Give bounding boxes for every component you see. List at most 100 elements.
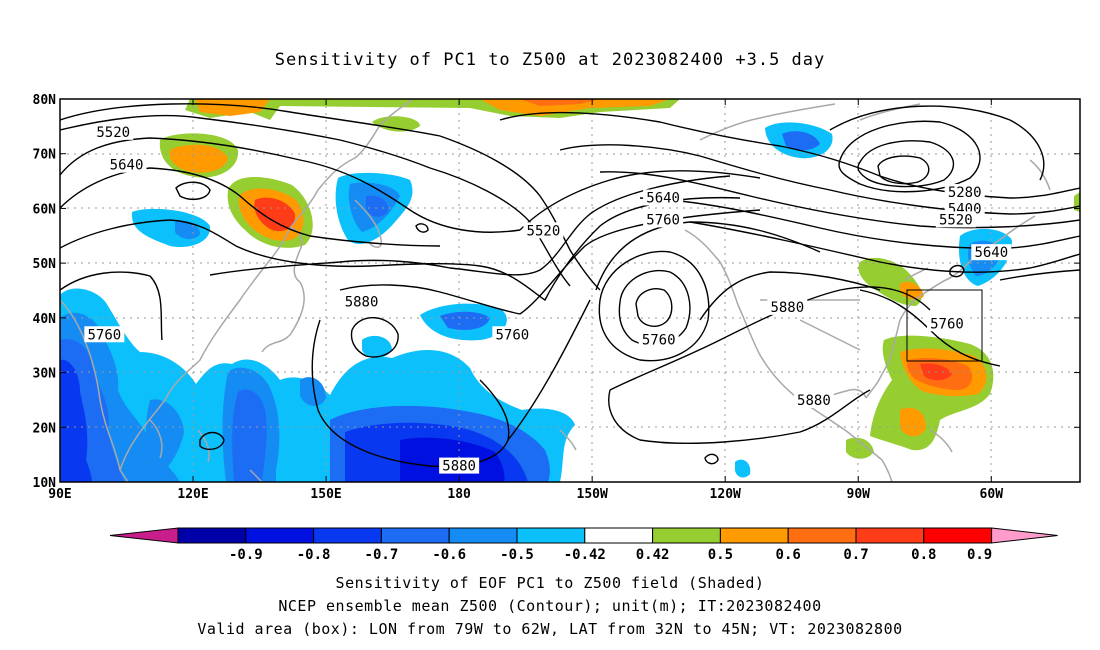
positive-sensitivity-area: [520, 99, 600, 106]
contour-label-bg: [341, 293, 382, 310]
lat-tick-label: 80N: [33, 93, 57, 108]
positive-sensitivity-area: [254, 197, 296, 232]
map-title: Sensitivity of PC1 to Z500 at 2023082400…: [274, 50, 826, 70]
lon-tick-label: 180: [447, 487, 471, 502]
map-frame: [59, 98, 1081, 483]
colorbar-swatch: [177, 527, 247, 544]
colorbar-label: 0.9: [967, 547, 992, 563]
caption-contour-field: NCEP ensemble mean Z500 (Contour); unit(…: [278, 597, 822, 615]
colorbar-label: 0.42: [636, 547, 670, 563]
negative-sensitivity-area: [232, 389, 267, 482]
contour-label-bg: [84, 326, 125, 343]
contour-label-bg: [106, 156, 147, 173]
lat-tick-label: 70N: [33, 148, 57, 163]
contour-label: 5640: [110, 158, 144, 174]
contour-label: 5760: [495, 327, 529, 343]
negative-sensitivity-area: [440, 311, 490, 330]
lon-tick-label: 120E: [177, 487, 208, 502]
colorbar-label: 0.5: [708, 547, 733, 563]
contour-label: 5520: [939, 212, 973, 228]
contour-label: 5880: [797, 393, 831, 409]
colorbar-label: -0.7: [365, 547, 399, 563]
positive-sensitivity-area: [900, 281, 924, 300]
negative-sensitivity-area: [782, 131, 820, 151]
contour-label-bg: [93, 123, 134, 140]
colorbar: -0.9 -0.8 -0.7 -0.6 -0.5 -0.42 0.42 0.5 0.6 0.7 0.…: [109, 527, 1058, 563]
contour-label: 5640: [974, 245, 1008, 261]
colorbar-swatch: [923, 527, 993, 544]
colorbar-swatch: [787, 527, 857, 544]
contour-label-bg: [492, 326, 533, 343]
colorbar-swatch: [313, 527, 382, 544]
colorbar-label: -0.42: [564, 547, 606, 563]
colorbar-label: -0.8: [297, 547, 331, 563]
latitude-axis: 80N 70N 60N 50N 40N 30N 20N 10N: [33, 93, 1080, 491]
lon-tick-label: 90W: [847, 487, 871, 502]
contour-label: 5280: [948, 185, 982, 201]
colorbar-swatch: [584, 527, 654, 544]
negative-sensitivity-area: [300, 377, 326, 407]
graticule: [60, 99, 1080, 482]
contour-label: 5760: [642, 333, 676, 349]
contour-label-bg: [793, 391, 834, 408]
map-field-layer: 5520564056405760552052805400552056405880…: [60, 99, 1080, 482]
colorbar-label: 0.8: [911, 547, 936, 563]
contour-label-bg: [439, 457, 480, 474]
positive-sensitivity-area: [900, 407, 926, 437]
valid-area-box: [906, 289, 983, 362]
colorbar-label: -0.6: [432, 547, 466, 563]
contour-label: 5520: [527, 223, 561, 239]
longitude-axis: 90E 120E 150E 180 150W 120W 90W 60W: [48, 99, 1003, 502]
colorbar-swatch: [855, 527, 925, 544]
lat-tick-label: 40N: [33, 312, 57, 327]
negative-sensitivity-area: [362, 335, 392, 359]
contour-label-bg: [638, 331, 679, 348]
contour-label-bg: [971, 244, 1012, 261]
positive-sensitivity-area: [169, 144, 228, 173]
negative-sensitivity-area: [735, 459, 751, 478]
lat-tick-label: 30N: [33, 367, 57, 382]
contour-label-bg: [523, 222, 564, 239]
lat-tick-label: 60N: [33, 202, 57, 217]
contour-label: 5760: [87, 327, 121, 343]
contour-label: 5520: [96, 125, 130, 141]
contour-label: 5760: [646, 212, 680, 228]
lon-tick-label: 90E: [48, 487, 71, 502]
positive-sensitivity-area: [195, 99, 270, 116]
contour-label-bg: [935, 211, 976, 228]
colorbar-swatch: [245, 527, 315, 544]
lat-tick-label: 20N: [33, 421, 57, 436]
contour-label: 5880: [442, 459, 476, 475]
colorbar-label: -0.9: [229, 547, 263, 563]
colorbar-swatch: [652, 527, 721, 544]
colorbar-swatch: [719, 527, 789, 544]
lat-tick-label: 10N: [33, 476, 57, 491]
contour-labels: 5520564056405760552052805400552056405880…: [84, 123, 1012, 475]
lon-tick-label: 60W: [980, 487, 1004, 502]
colorbar-low-end: [109, 527, 179, 544]
colorbar-swatch: [380, 527, 450, 544]
contour-label-bg: [643, 189, 684, 206]
contour-label-bg: [944, 184, 985, 201]
caption-shaded-field: Sensitivity of EOF PC1 to Z500 field (Sh…: [335, 574, 765, 592]
negative-sensitivity-area: [175, 220, 200, 240]
lon-tick-label: 120W: [710, 487, 741, 502]
caption-valid-area: Valid area (box): LON from 79W to 62W, L…: [197, 620, 903, 638]
colorbar-label: 0.6: [776, 547, 801, 563]
negative-sensitivity-area: [366, 195, 389, 217]
contour-label: 5880: [345, 294, 379, 310]
colorbar-label: -0.5: [500, 547, 534, 563]
contour-label: 5640: [646, 190, 680, 206]
contour-label-bg: [643, 211, 684, 228]
positive-sensitivity-area: [846, 437, 874, 459]
positive-sensitivity-area: [372, 116, 420, 132]
contour-label: 5880: [770, 300, 804, 316]
lon-tick-label: 150E: [310, 487, 341, 502]
shaded-sensitivity: [60, 99, 1080, 482]
negative-sensitivity-area: [145, 399, 184, 478]
colorbar-label: 0.7: [843, 547, 868, 563]
colorbar-high-end: [991, 527, 1058, 544]
lon-tick-label: 150W: [577, 487, 608, 502]
colorbar-swatch: [516, 527, 586, 544]
